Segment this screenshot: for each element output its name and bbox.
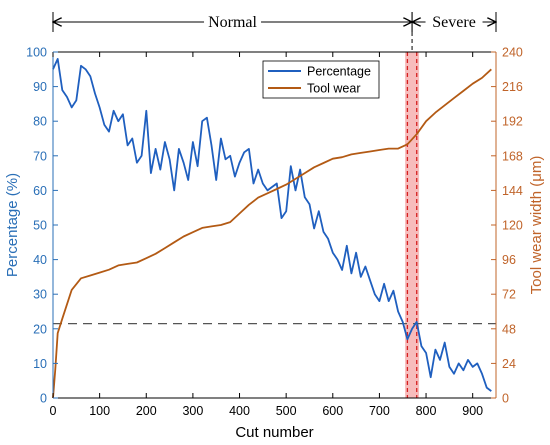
y-left-tick-label-30: 30 — [33, 288, 47, 302]
phase-label-0: Normal — [208, 14, 257, 31]
x-tick-label-700: 700 — [369, 404, 390, 418]
y-right-tick-label-72: 72 — [502, 288, 516, 302]
y-left-tick-label-60: 60 — [33, 184, 47, 198]
phase-label-1: Severe — [432, 14, 476, 31]
y-left-tick-label-50: 50 — [33, 219, 47, 233]
y-axis-left: 0 10 20 30 40 50 60 70 80 90 100 — [26, 46, 58, 406]
x-axis: 0 100 200 300 400 500 600 700 800 900 — [50, 52, 483, 418]
legend-label-0: Percentage — [307, 65, 371, 79]
y-axis-left-title: Percentage (%) — [4, 173, 21, 277]
y-left-tick-label-10: 10 — [33, 357, 47, 371]
y-left-tick-label-80: 80 — [33, 115, 47, 129]
x-tick-label-400: 400 — [229, 404, 250, 418]
y-left-tick-label-0: 0 — [40, 392, 47, 406]
x-tick-label-800: 800 — [416, 404, 437, 418]
x-tick-label-0: 0 — [50, 404, 57, 418]
y-right-tick-label-120: 120 — [502, 219, 523, 233]
phase-label-bg-0 — [204, 11, 262, 31]
x-axis-title: Cut number — [235, 424, 313, 441]
y-left-tick-label-100: 100 — [26, 46, 47, 60]
series-line-percentage — [52, 58, 492, 392]
y-right-tick-label-240: 240 — [502, 46, 523, 60]
series-layer — [52, 58, 492, 399]
x-tick-label-300: 300 — [182, 404, 203, 418]
phase-annotations: Normal Severe — [53, 11, 496, 52]
series-line-tool-wear — [52, 68, 492, 399]
y-right-tick-label-96: 96 — [502, 253, 516, 267]
y-right-tick-label-192: 192 — [502, 115, 523, 129]
phase-label-bg-1 — [425, 11, 483, 31]
legend-box — [262, 60, 380, 99]
y-left-tick-label-70: 70 — [33, 149, 47, 163]
y-right-tick-label-216: 216 — [502, 80, 523, 94]
x-tick-label-600: 600 — [322, 404, 343, 418]
y-axis-right: 0 24 48 72 96 120 144 168 192 216 240 — [491, 46, 523, 406]
y-right-tick-label-0: 0 — [502, 392, 509, 406]
x-tick-label-100: 100 — [89, 404, 110, 418]
severe-transition-band — [405, 52, 420, 398]
y-left-tick-label-20: 20 — [33, 322, 47, 336]
x-tick-label-500: 500 — [276, 404, 297, 418]
plot-frame — [52, 51, 497, 399]
severe-band-rect — [405, 52, 420, 398]
legend-label-1: Tool wear — [307, 82, 361, 96]
y-axis-right-title: Tool wear width (μm) — [528, 156, 545, 295]
legend: Percentage Tool wear — [262, 60, 380, 99]
y-right-tick-label-24: 24 — [502, 357, 516, 371]
y-right-tick-label-48: 48 — [502, 322, 516, 336]
y-right-tick-label-144: 144 — [502, 184, 523, 198]
x-tick-label-200: 200 — [136, 404, 157, 418]
x-tick-label-900: 900 — [462, 404, 483, 418]
y-left-tick-label-90: 90 — [33, 80, 47, 94]
y-right-tick-label-168: 168 — [502, 149, 523, 163]
y-left-tick-label-40: 40 — [33, 253, 47, 267]
